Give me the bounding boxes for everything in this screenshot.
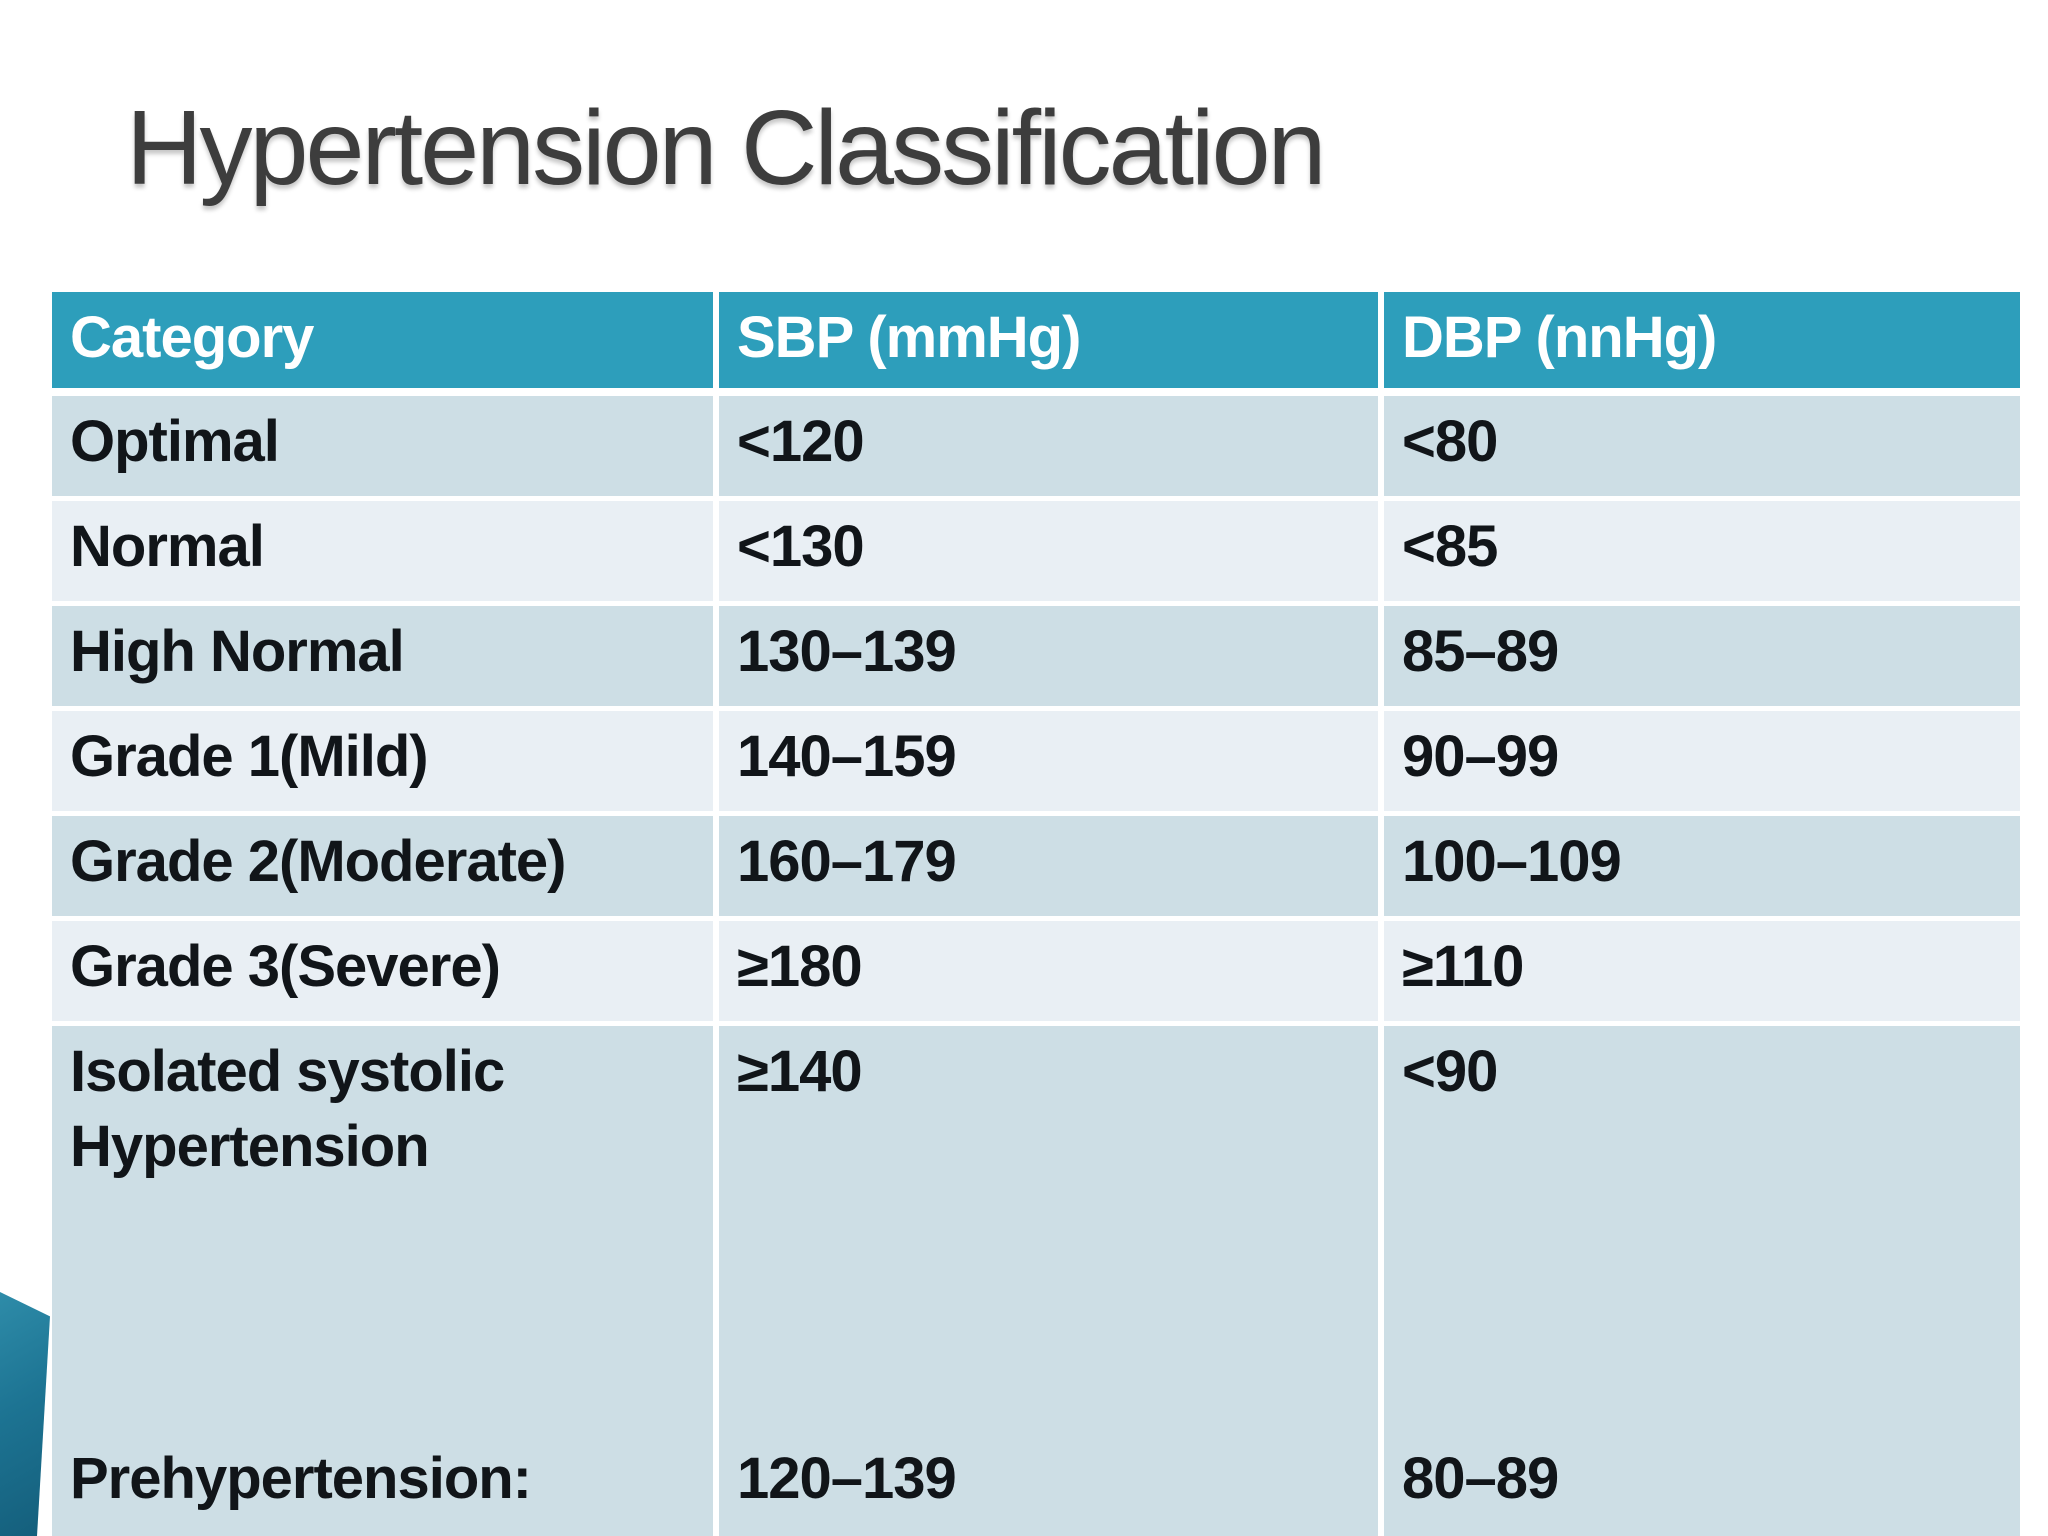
cell-sbp: ≥140 120–139 xyxy=(719,1026,1378,1536)
cell-text-category: Grade 2(Moderate) xyxy=(70,829,566,894)
table-row: Optimal <120 <80 xyxy=(52,396,2020,496)
cell-text-sbp: 160–179 xyxy=(737,829,957,894)
cell-text-dbp: <80 xyxy=(1402,409,1498,474)
cell-dbp: <80 xyxy=(1384,396,2020,496)
cell-sbp: <130 xyxy=(719,501,1378,601)
cell-text-dbp: 85–89 xyxy=(1402,619,1559,684)
cell-sbp: <120 xyxy=(719,396,1378,496)
cell-text-dbp: ≥110 xyxy=(1402,934,1524,999)
header-cell-dbp: DBP (nnHg) xyxy=(1384,292,2020,388)
cell-category: Optimal xyxy=(52,396,713,496)
cell-sbp: 160–179 xyxy=(719,816,1378,916)
table-row: Normal <130 <85 xyxy=(52,501,2020,601)
overflow-cell-text-category: Prehypertension: xyxy=(70,1446,532,1511)
cell-dbp: ≥110 xyxy=(1384,921,2020,1021)
cell-category: Grade 3(Severe) xyxy=(52,921,713,1021)
cell-text-category: Isolated systolic Hypertension xyxy=(70,1039,505,1179)
header-cell-category: Category xyxy=(52,292,713,388)
cell-text-category: Optimal xyxy=(70,409,280,474)
page-title: Hypertension Classification xyxy=(126,89,1326,207)
cell-text-category: Grade 1(Mild) xyxy=(70,724,429,789)
cell-text-category: Grade 3(Severe) xyxy=(70,934,501,999)
cell-sbp: 140–159 xyxy=(719,711,1378,811)
cell-text-sbp: <120 xyxy=(737,409,865,474)
cell-sbp: 130–139 xyxy=(719,606,1378,706)
cell-dbp: <85 xyxy=(1384,501,2020,601)
cell-text-sbp: 140–159 xyxy=(737,724,957,789)
table-body: Optimal <120 <80 Normal <130 <85 High Normal 13… xyxy=(52,396,2020,1536)
cell-text-dbp: 100–109 xyxy=(1402,829,1622,894)
table-row: Grade 3(Severe) ≥180 ≥110 xyxy=(52,921,2020,1021)
hypertension-table: Category SBP (mmHg) DBP (nnHg) Optimal <1… xyxy=(52,292,2020,1536)
cell-category: Isolated systolic Hypertension Prehyperte… xyxy=(52,1026,713,1536)
cell-text-dbp: <85 xyxy=(1402,514,1498,579)
cell-category: High Normal xyxy=(52,606,713,706)
cell-text-dbp: <90 xyxy=(1402,1039,1498,1104)
cell-category: Grade 2(Moderate) xyxy=(52,816,713,916)
cell-text-sbp: ≥180 xyxy=(737,934,863,999)
cell-dbp: 100–109 xyxy=(1384,816,2020,916)
table-header-row: Category SBP (mmHg) DBP (nnHg) xyxy=(52,292,2020,388)
cell-category: Normal xyxy=(52,501,713,601)
cell-dbp: 85–89 xyxy=(1384,606,2020,706)
cell-category: Grade 1(Mild) xyxy=(52,711,713,811)
overflow-cell-text-dbp: 80–89 xyxy=(1402,1446,1559,1511)
corner-ribbon-decoration xyxy=(0,1292,50,1536)
cell-sbp: ≥180 xyxy=(719,921,1378,1021)
table-row: Grade 1(Mild) 140–159 90–99 xyxy=(52,711,2020,811)
cell-text-dbp: 90–99 xyxy=(1402,724,1559,789)
cell-text-category: Normal xyxy=(70,514,265,579)
header-cell-sbp: SBP (mmHg) xyxy=(719,292,1378,388)
table-row: High Normal 130–139 85–89 xyxy=(52,606,2020,706)
table-row: Grade 2(Moderate) 160–179 100–109 xyxy=(52,816,2020,916)
cell-text-sbp: ≥140 xyxy=(737,1039,863,1104)
overflow-cell-text-sbp: 120–139 xyxy=(737,1446,957,1511)
cell-text-category: High Normal xyxy=(70,619,405,684)
cell-text-sbp: 130–139 xyxy=(737,619,957,684)
table-row: Isolated systolic Hypertension Prehyperte… xyxy=(52,1026,2020,1536)
cell-dbp: 90–99 xyxy=(1384,711,2020,811)
cell-text-sbp: <130 xyxy=(737,514,865,579)
cell-dbp: <90 80–89 xyxy=(1384,1026,2020,1536)
